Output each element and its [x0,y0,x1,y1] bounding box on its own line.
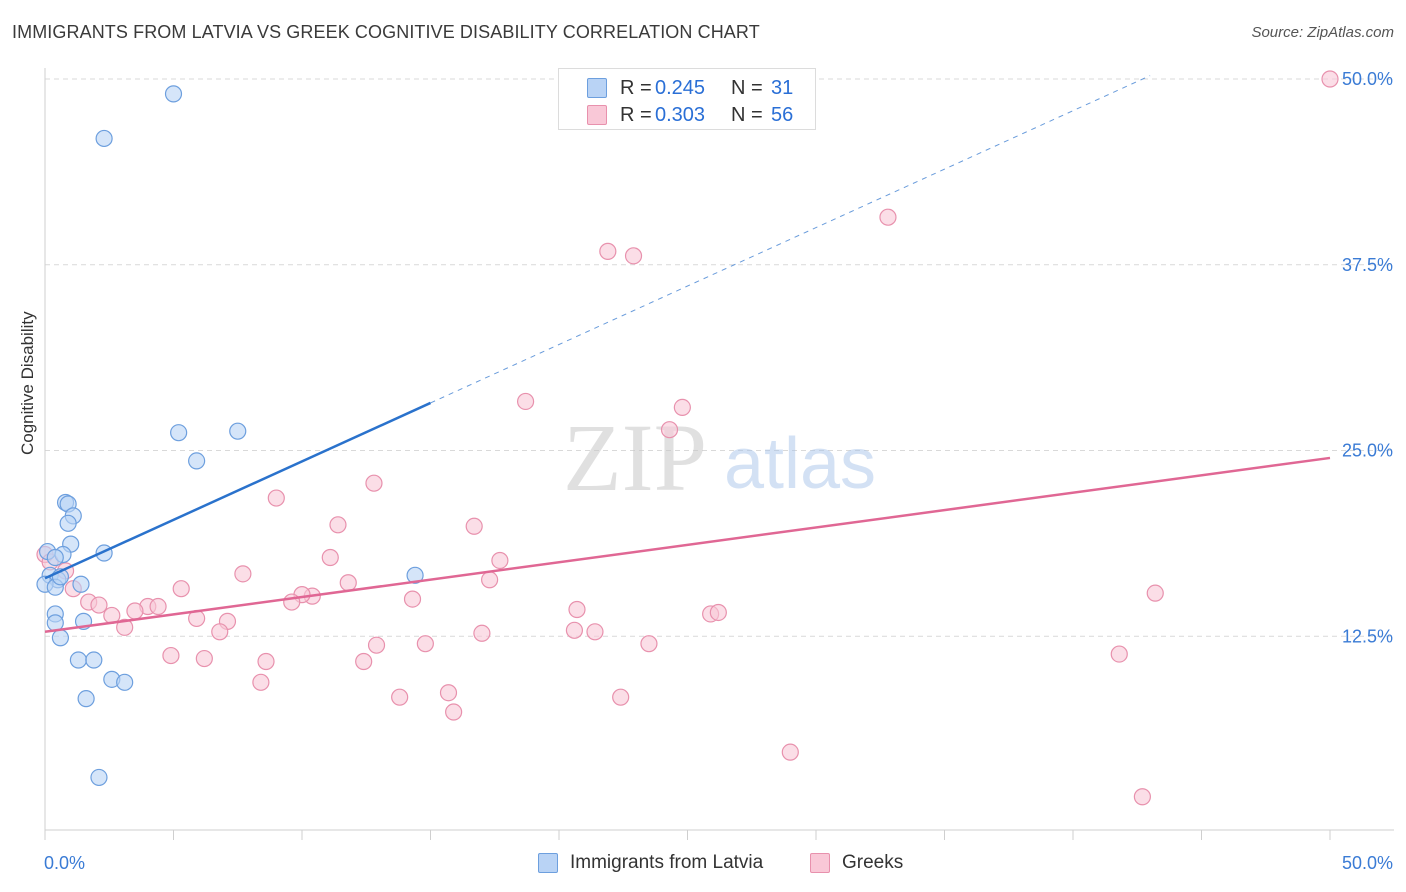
greeks-point [879,208,897,226]
latvia-point [170,424,188,442]
legend-r-value: 0.303 [655,104,706,126]
y-tick-label: 25.0% [1342,441,1393,461]
source-label: Source: ZipAtlas.com [1251,24,1394,41]
greeks-point [473,624,491,642]
greeks-point [516,392,535,411]
y-tick-label: 50.0% [1342,69,1393,89]
greeks-point [673,398,691,417]
greeks-point [195,649,213,668]
axes [44,68,1394,840]
legend-n-label: N = [731,104,763,126]
latvia-point [46,548,64,567]
legend-swatch-latvia [587,78,607,98]
greeks-point [781,743,799,761]
x-tick-label: 50.0% [1342,853,1393,873]
bottom-legend-swatch-greeks [810,853,830,873]
latvia-point [90,768,108,787]
greeks-point [321,548,339,567]
watermark-atlas: atlas [724,424,876,504]
grid-lines [45,78,1394,637]
latvia-point [85,651,103,669]
latvia-point [188,452,206,470]
stats-legend: R = 0.245 N = 31 R = 0.303 N = 56 [558,68,816,130]
legend-r-label: R = [620,104,652,126]
greeks-point [568,600,586,619]
legend-n-value: 56 [771,104,794,126]
greeks-point [90,596,108,614]
greeks-point [339,574,357,592]
greeks-trend-line [44,456,1331,634]
bottom-legend-label-latvia: Immigrants from Latvia [570,852,764,873]
latvia-point [406,566,424,584]
greeks-point [365,474,383,492]
greeks-point [367,636,386,654]
greeks-point [172,580,190,598]
greeks-point [162,646,180,665]
legend-swatch-greeks [587,105,607,125]
trend-lines [44,75,1331,634]
greeks-point [391,688,409,706]
greeks-point [252,673,270,691]
greeks-point [257,652,275,671]
latvia-point [72,575,90,593]
latvia-point [229,422,247,440]
latvia-trend-line [44,401,432,580]
greeks-point [234,565,252,583]
legend-n-label: N = [731,77,763,99]
greeks-point [403,590,422,608]
chart-title: IMMIGRANTS FROM LATVIA VS GREEK COGNITIV… [12,22,760,42]
latvia-point [51,629,70,647]
greeks-point [1110,645,1128,663]
bottom-legend-label-greeks: Greeks [842,852,904,873]
legend-n-value: 31 [771,77,794,99]
greeks-point [481,571,499,589]
latvia-point [69,651,88,669]
y-tick-label: 12.5% [1342,626,1393,646]
y-axis-label: Cognitive Disability [18,311,37,455]
greeks-point [624,247,643,265]
latvia-point [116,673,134,691]
legend-r-value: 0.245 [655,77,706,99]
greeks-point [329,516,347,534]
greeks-point [465,517,483,535]
latvia-point [95,129,113,148]
y-tick-label: 37.5% [1342,255,1393,275]
greeks-point [1321,70,1339,88]
latvia-trend-extension [430,75,1151,404]
greeks-point [355,652,373,671]
latvia-point [59,514,77,532]
greeks-point [709,603,727,622]
greeks-point [1133,788,1151,806]
greeks-point [116,618,134,636]
greeks-point [445,703,463,721]
watermark-zip: ZIP [563,404,707,511]
bottom-legend-swatch-latvia [538,853,558,873]
greeks-point [149,597,167,616]
greeks-point [612,688,630,706]
greeks-point [211,623,229,641]
greeks-point [439,684,458,702]
tick-labels: 12.5% 25.0% 37.5% 50.0% 0.0% 50.0% [44,69,1393,873]
legend-r-label: R = [620,77,652,99]
greeks-point [599,242,617,260]
greeks-point [640,635,658,653]
greeks-point [416,635,434,653]
latvia-point [77,690,95,708]
greeks-point [586,623,604,641]
latvia-point [164,85,183,103]
greeks-point [660,421,679,439]
greeks-point [565,621,584,639]
greeks-point [491,551,509,570]
x-tick-label: 0.0% [44,853,85,873]
watermark: ZIP atlas [563,404,876,511]
greeks-point [126,602,144,620]
greeks-point [267,489,285,507]
greeks-point [1146,584,1164,602]
